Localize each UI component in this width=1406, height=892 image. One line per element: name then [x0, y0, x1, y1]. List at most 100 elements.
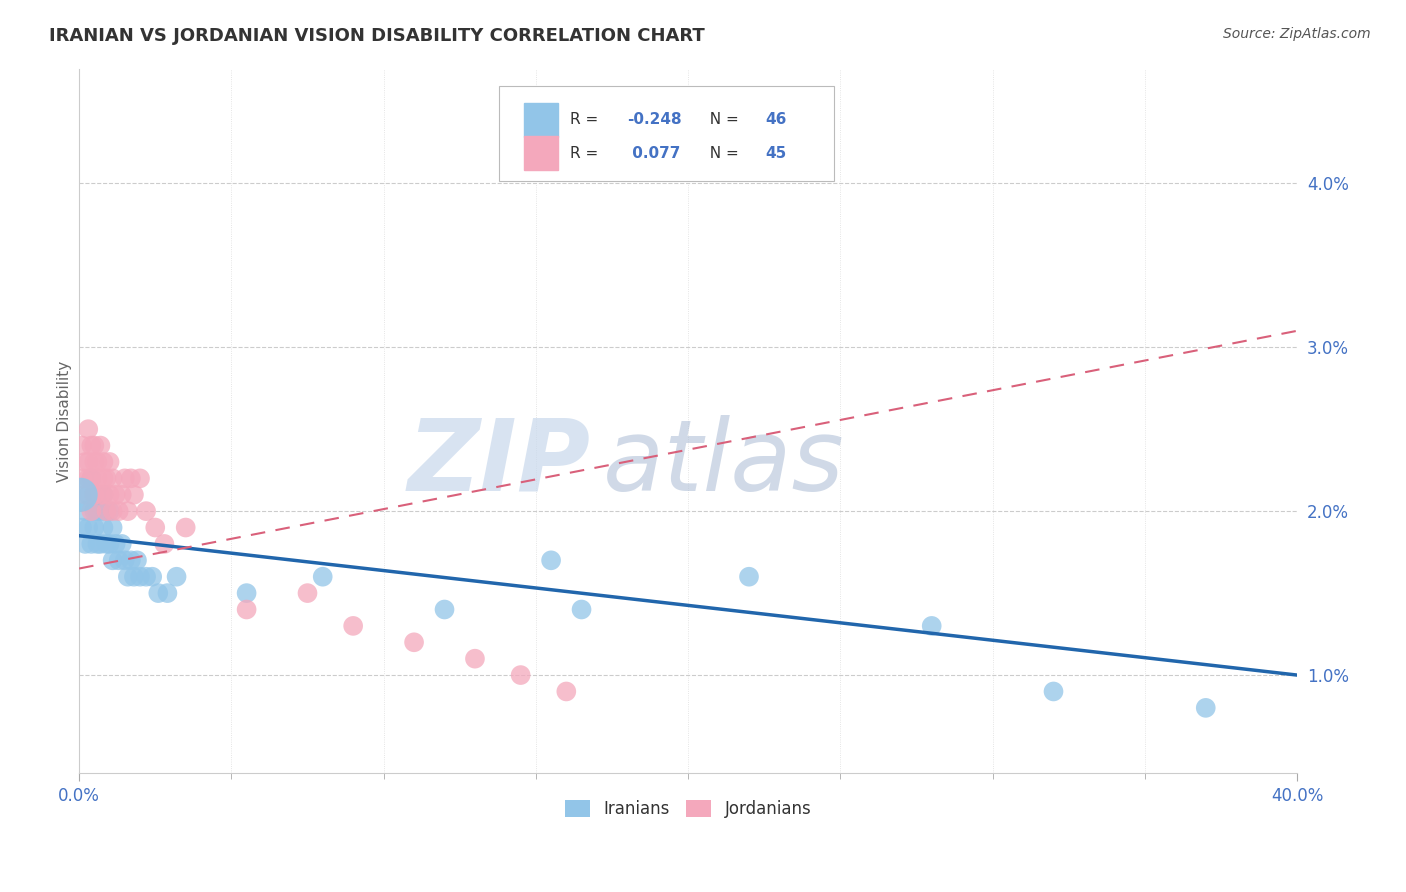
Point [69, 488, 91, 502]
Point [464, 651, 486, 665]
Point [80, 471, 103, 485]
Point [404, 635, 426, 649]
Point [70, 439, 93, 453]
Y-axis label: Vision Disability: Vision Disability [58, 360, 72, 482]
Point [107, 504, 129, 518]
Point [129, 471, 152, 485]
Point [75, 504, 97, 518]
Text: ZIP: ZIP [408, 415, 591, 512]
Point [96, 504, 118, 518]
Point [83, 504, 105, 518]
Point [80, 439, 103, 453]
Text: 0.077: 0.077 [627, 145, 681, 161]
Point [80, 471, 103, 485]
Point [96, 471, 118, 485]
Point [125, 553, 148, 567]
Point [98, 537, 121, 551]
Point [312, 570, 335, 584]
Point [111, 488, 134, 502]
Point [1042, 684, 1064, 698]
Text: N =: N = [700, 112, 744, 128]
Point [86, 455, 108, 469]
Text: N =: N = [700, 145, 744, 161]
Point [1195, 701, 1218, 715]
Point [80, 537, 103, 551]
Point [86, 537, 108, 551]
Point [83, 455, 105, 469]
Point [96, 504, 118, 518]
Point [77, 455, 100, 469]
Point [86, 471, 108, 485]
Point [98, 504, 121, 518]
Point [120, 553, 142, 567]
Point [148, 586, 170, 600]
Point [114, 553, 136, 567]
Point [111, 537, 134, 551]
Point [509, 668, 531, 682]
Point [93, 488, 115, 502]
Point [104, 537, 127, 551]
Point [120, 471, 142, 485]
Text: 46: 46 [765, 112, 786, 128]
Point [93, 455, 115, 469]
Point [70, 471, 93, 485]
Point [101, 553, 124, 567]
Point [77, 488, 100, 502]
Point [921, 619, 943, 633]
Point [540, 553, 562, 567]
Point [93, 520, 115, 534]
Point [83, 488, 105, 502]
Point [135, 570, 157, 584]
Point [89, 537, 111, 551]
Point [80, 504, 103, 518]
Point [104, 488, 127, 502]
Text: R =: R = [569, 145, 603, 161]
Point [93, 471, 115, 485]
Point [738, 570, 761, 584]
Legend: Iranians, Jordanians: Iranians, Jordanians [558, 794, 818, 825]
Point [156, 586, 179, 600]
Point [75, 488, 97, 502]
Point [235, 602, 257, 616]
Point [101, 471, 124, 485]
Text: Source: ZipAtlas.com: Source: ZipAtlas.com [1223, 27, 1371, 41]
Point [141, 570, 163, 584]
Point [342, 619, 364, 633]
Point [77, 520, 100, 534]
Text: R =: R = [569, 112, 603, 128]
Text: IRANIAN VS JORDANIAN VISION DISABILITY CORRELATION CHART: IRANIAN VS JORDANIAN VISION DISABILITY C… [49, 27, 704, 45]
Point [107, 553, 129, 567]
Point [297, 586, 319, 600]
Point [114, 471, 136, 485]
Point [86, 504, 108, 518]
Point [174, 520, 197, 534]
Point [75, 537, 97, 551]
Point [83, 520, 105, 534]
Point [89, 439, 111, 453]
Point [75, 455, 97, 469]
Point [153, 537, 176, 551]
Point [98, 455, 121, 469]
Point [83, 439, 105, 453]
Point [89, 504, 111, 518]
Point [571, 602, 593, 616]
Point [77, 471, 100, 485]
Bar [523, 136, 558, 170]
Point [70, 520, 93, 534]
Point [129, 570, 152, 584]
Text: -0.248: -0.248 [627, 112, 682, 128]
Point [89, 488, 111, 502]
Point [122, 488, 145, 502]
Point [101, 504, 124, 518]
Point [83, 488, 105, 502]
Point [77, 422, 100, 436]
Text: 45: 45 [765, 145, 786, 161]
Point [98, 488, 121, 502]
Point [89, 488, 111, 502]
Bar [523, 103, 558, 136]
Point [235, 586, 257, 600]
Point [117, 504, 139, 518]
Point [166, 570, 188, 584]
FancyBboxPatch shape [499, 87, 834, 181]
Point [433, 602, 456, 616]
